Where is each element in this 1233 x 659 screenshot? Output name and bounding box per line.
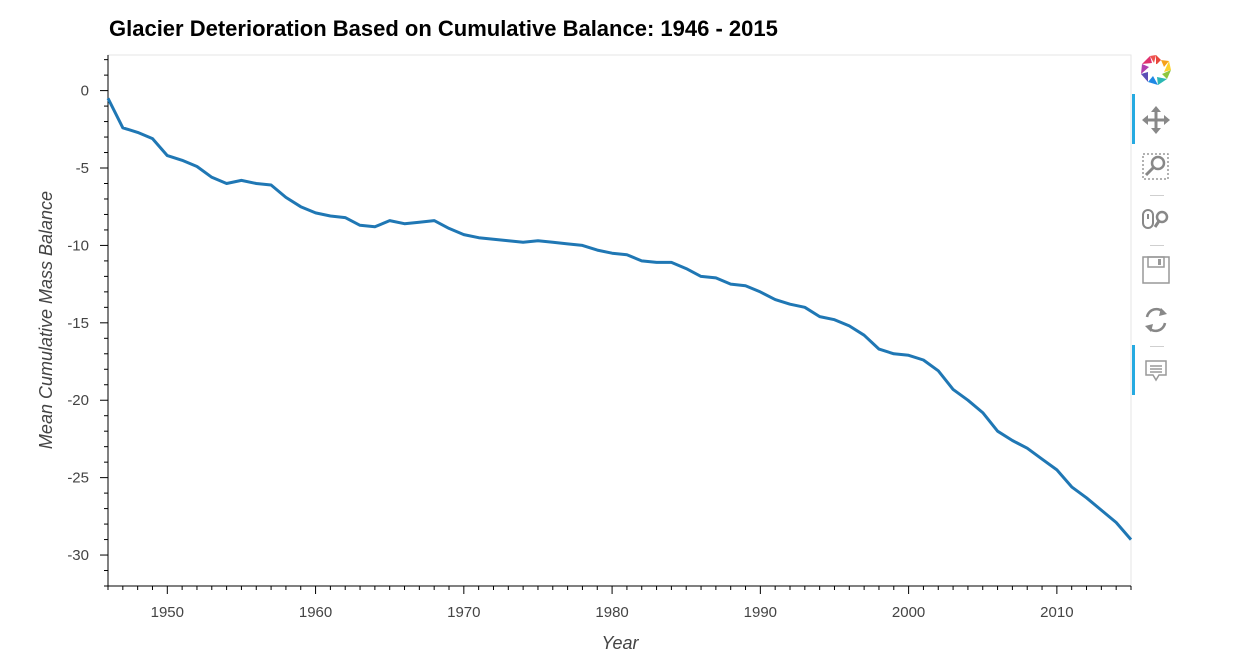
y-tick-label: -10: [67, 237, 89, 254]
x-tick-label: 1950: [151, 604, 184, 621]
x-tick-label: 2010: [1040, 604, 1073, 621]
y-axis: 0 -5 -10 -15 -20 -25 -30: [67, 55, 109, 587]
pan-tool-button[interactable]: [1131, 94, 1181, 144]
box-zoom-icon: [1142, 153, 1169, 180]
hover-tool-button[interactable]: [1131, 345, 1181, 395]
bokeh-logo-icon[interactable]: [1131, 52, 1181, 88]
save-tool-button[interactable]: [1131, 252, 1181, 288]
series-line: [106, 97, 1133, 541]
toolbar-separator: [1150, 346, 1164, 347]
x-tick-label: 2000: [892, 604, 925, 621]
plot-frame: [107, 54, 1132, 587]
x-tick-label: 1980: [595, 604, 628, 621]
wheel-zoom-tool-button[interactable]: [1131, 201, 1181, 237]
y-tick-label: 0: [81, 83, 89, 100]
y-tick-label: -30: [67, 547, 89, 564]
x-axis: 1950 1960 1970 1980 1990 2000 2010: [107, 585, 1132, 621]
y-axis-label: Mean Cumulative Mass Balance: [36, 191, 56, 449]
pan-icon: [1142, 106, 1170, 134]
x-tick-label: 1990: [744, 604, 777, 621]
x-tick-label: 1960: [299, 604, 332, 621]
toolbar-separator: [1150, 195, 1164, 196]
x-tick-label: 1970: [447, 604, 480, 621]
box-zoom-tool-button[interactable]: [1131, 148, 1181, 184]
chart-title: Glacier Deterioration Based on Cumulativ…: [109, 16, 778, 41]
y-tick-label: -25: [67, 470, 89, 487]
y-tick-label: -20: [67, 392, 89, 409]
y-tick-label: -15: [67, 315, 89, 332]
reset-tool-button[interactable]: [1131, 302, 1181, 338]
hover-icon: [1145, 360, 1167, 382]
series-layer: [106, 97, 1133, 541]
wheel-zoom-icon: [1142, 209, 1169, 229]
x-axis-label: Year: [601, 633, 639, 653]
toolbar: [1131, 50, 1181, 410]
y-tick-label: -5: [76, 160, 89, 177]
toolbar-separator: [1150, 245, 1164, 246]
reset-icon: [1145, 307, 1167, 333]
save-icon: [1142, 256, 1170, 284]
